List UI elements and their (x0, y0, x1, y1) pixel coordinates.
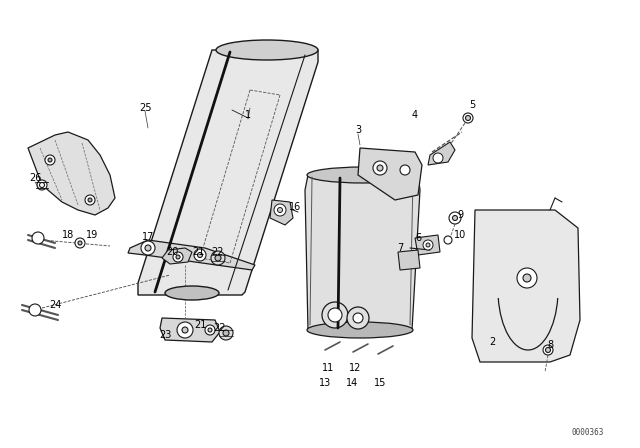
Text: 6: 6 (415, 233, 421, 243)
Polygon shape (160, 318, 220, 342)
Circle shape (278, 207, 282, 212)
Ellipse shape (165, 286, 219, 300)
Polygon shape (270, 200, 293, 225)
Circle shape (37, 180, 47, 190)
Circle shape (328, 308, 342, 322)
Circle shape (353, 313, 363, 323)
Circle shape (223, 330, 229, 336)
Text: 1: 1 (245, 110, 251, 120)
Circle shape (347, 307, 369, 329)
Circle shape (48, 158, 52, 162)
Text: 7: 7 (397, 243, 403, 253)
Ellipse shape (307, 167, 419, 183)
Circle shape (40, 182, 45, 188)
Text: 8: 8 (547, 340, 553, 350)
Circle shape (543, 345, 553, 355)
Text: 16: 16 (289, 202, 301, 212)
Text: 13: 13 (319, 378, 331, 388)
Polygon shape (128, 240, 255, 270)
Polygon shape (138, 50, 318, 295)
Circle shape (32, 232, 44, 244)
Circle shape (517, 268, 537, 288)
Circle shape (78, 241, 82, 245)
Text: 17: 17 (142, 232, 154, 242)
Text: 2: 2 (489, 337, 495, 347)
Circle shape (173, 252, 183, 262)
Text: 24: 24 (49, 300, 61, 310)
Circle shape (452, 215, 458, 220)
Circle shape (205, 325, 215, 335)
Circle shape (182, 327, 188, 333)
Circle shape (141, 241, 155, 255)
Circle shape (177, 322, 193, 338)
Circle shape (423, 240, 433, 250)
Circle shape (88, 198, 92, 202)
Polygon shape (415, 235, 440, 255)
Text: 25: 25 (139, 103, 151, 113)
Text: 26: 26 (29, 173, 41, 183)
Circle shape (75, 238, 85, 248)
Circle shape (145, 245, 151, 251)
Polygon shape (162, 248, 192, 264)
Text: 22: 22 (212, 247, 224, 257)
Text: 15: 15 (374, 378, 386, 388)
Polygon shape (305, 175, 420, 330)
Ellipse shape (307, 322, 413, 338)
Circle shape (194, 249, 206, 261)
Circle shape (463, 113, 473, 123)
Circle shape (322, 302, 348, 328)
Polygon shape (428, 142, 455, 165)
Circle shape (208, 328, 212, 332)
Circle shape (400, 165, 410, 175)
Text: 19: 19 (86, 230, 98, 240)
Text: 21: 21 (194, 320, 206, 330)
Circle shape (85, 195, 95, 205)
Circle shape (29, 304, 41, 316)
Circle shape (176, 255, 180, 259)
Text: 23: 23 (159, 330, 171, 340)
Polygon shape (28, 132, 115, 215)
Text: 21: 21 (192, 247, 204, 257)
Circle shape (465, 116, 470, 121)
Circle shape (545, 348, 550, 353)
Polygon shape (358, 148, 422, 200)
Circle shape (219, 326, 233, 340)
Circle shape (198, 253, 202, 258)
Text: 5: 5 (469, 100, 475, 110)
Circle shape (373, 161, 387, 175)
Circle shape (433, 153, 443, 163)
Circle shape (523, 274, 531, 282)
Text: 10: 10 (454, 230, 466, 240)
Polygon shape (398, 250, 420, 270)
Circle shape (377, 165, 383, 171)
Text: 3: 3 (355, 125, 361, 135)
Text: 4: 4 (412, 110, 418, 120)
Circle shape (45, 155, 55, 165)
Text: 9: 9 (457, 210, 463, 220)
Text: 0000363: 0000363 (572, 427, 604, 436)
Circle shape (444, 236, 452, 244)
Text: 14: 14 (346, 378, 358, 388)
Text: 20: 20 (166, 247, 178, 257)
Ellipse shape (216, 40, 318, 60)
Polygon shape (472, 210, 580, 362)
Text: 11: 11 (322, 363, 334, 373)
Text: 18: 18 (62, 230, 74, 240)
Text: 12: 12 (349, 363, 361, 373)
Circle shape (211, 251, 225, 265)
Circle shape (274, 204, 286, 216)
Text: 22: 22 (214, 323, 227, 333)
Circle shape (215, 255, 221, 261)
Circle shape (426, 243, 430, 247)
Circle shape (449, 212, 461, 224)
